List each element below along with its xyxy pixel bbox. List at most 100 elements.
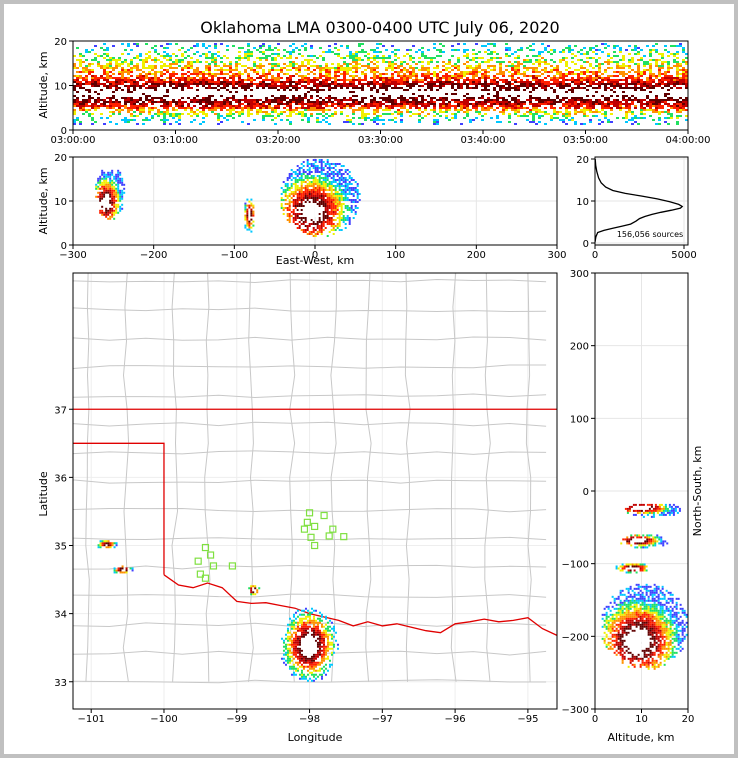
density-cell (91, 59, 94, 61)
density-cell (118, 71, 121, 73)
density-cell (142, 95, 145, 97)
density-cell (319, 91, 322, 93)
density-cell (400, 87, 403, 89)
density-cell (592, 77, 595, 79)
density-cell (403, 81, 406, 83)
density-cell (634, 53, 637, 55)
density-cell (358, 81, 361, 83)
density-cell (343, 95, 346, 97)
density-cell (331, 89, 334, 91)
density-cell (262, 53, 265, 55)
density-cell (253, 91, 256, 93)
density-cell (511, 63, 514, 65)
density-cell (385, 81, 388, 83)
density-cell (118, 59, 121, 61)
density-cell (394, 55, 397, 57)
density-cell (442, 107, 445, 109)
density-cell (529, 85, 532, 87)
density-cell (274, 65, 277, 67)
density-cell (343, 89, 346, 91)
density-cell (514, 57, 517, 59)
density-cell (664, 79, 667, 81)
density-cell (577, 69, 580, 71)
density-cell (685, 95, 688, 97)
density-cell (667, 87, 670, 89)
density-cell (541, 93, 544, 95)
density-cell (412, 105, 415, 107)
density-cell (112, 99, 115, 101)
density-cell (226, 97, 229, 99)
density-cell (346, 45, 349, 47)
density-cell (184, 57, 187, 59)
density-cell (484, 107, 487, 109)
density-cell (556, 85, 559, 87)
density-cell (667, 99, 670, 101)
density-cell (601, 73, 604, 75)
density-cell (94, 57, 97, 59)
density-cell (157, 93, 160, 95)
density-cell (286, 109, 289, 111)
density-cell (118, 103, 121, 105)
density-cell (454, 105, 457, 107)
density-cell (88, 51, 91, 53)
density-cell (493, 93, 496, 95)
density-cell (259, 45, 262, 47)
density-cell (427, 89, 430, 91)
density-cell (427, 81, 430, 83)
density-cell (346, 99, 349, 101)
density-cell (235, 105, 238, 107)
density-cell (616, 89, 619, 91)
density-cell (106, 73, 109, 75)
density-cell (562, 57, 565, 59)
density-cell (274, 99, 277, 101)
density-cell (262, 105, 265, 107)
density-cell (478, 71, 481, 73)
density-cell (145, 99, 148, 101)
density-cell (247, 87, 250, 89)
density-cell (643, 103, 646, 105)
density-cell (211, 79, 214, 81)
density-cell (673, 83, 676, 85)
density-cell (232, 117, 235, 119)
density-cell (547, 85, 550, 87)
density-cell (280, 119, 283, 121)
density-cell (112, 87, 115, 89)
density-cell (142, 71, 145, 73)
density-cell (631, 99, 634, 101)
density-cell (253, 105, 256, 107)
density-cell (187, 81, 190, 83)
density-cell (121, 109, 124, 111)
density-cell (619, 91, 622, 93)
density-cell (589, 85, 592, 87)
density-cell (325, 109, 328, 111)
density-cell (280, 81, 283, 83)
density-cell (313, 65, 316, 67)
density-cell (490, 91, 493, 93)
density-cell (250, 113, 253, 115)
density-cell (328, 87, 331, 89)
density-cell (118, 77, 121, 79)
density-cell (472, 93, 475, 95)
density-cell (634, 81, 637, 83)
density-cell (127, 63, 130, 65)
density-cell (148, 65, 151, 67)
density-cell (640, 101, 643, 103)
density-cell (169, 113, 172, 115)
density-cell (499, 121, 502, 123)
density-cell (346, 65, 349, 67)
density-cell (511, 97, 514, 99)
density-cell (484, 99, 487, 101)
density-cell (76, 87, 79, 89)
density-cell (442, 99, 445, 101)
density-cell (253, 93, 256, 95)
density-cell (223, 79, 226, 81)
density-cell (544, 101, 547, 103)
density-cell (598, 57, 601, 59)
density-cell (316, 83, 319, 85)
density-cell (505, 47, 508, 49)
density-cell (469, 119, 472, 121)
density-cell (154, 91, 157, 93)
density-cell (427, 113, 430, 115)
density-cell (349, 121, 352, 123)
density-cell (625, 81, 628, 83)
